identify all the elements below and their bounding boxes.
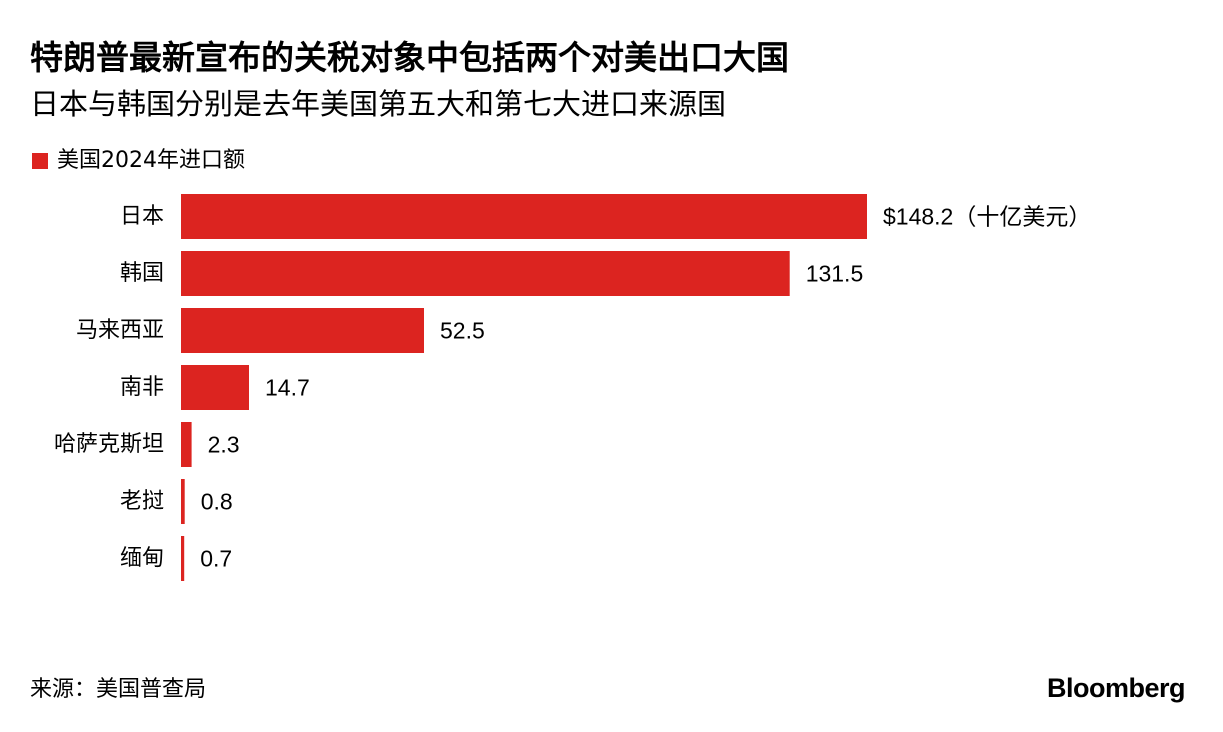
category-label: 马来西亚	[76, 318, 164, 343]
legend-label: 美国2024年进口额	[57, 148, 245, 173]
category-label: 韩国	[120, 261, 164, 286]
bar-5	[181, 479, 185, 524]
bar-4	[181, 422, 192, 467]
value-label: 0.7	[200, 546, 232, 572]
value-label: 131.5	[806, 261, 864, 287]
bar-1	[181, 251, 790, 296]
category-label: 日本	[120, 204, 164, 229]
value-label: 0.8	[201, 489, 233, 515]
bar-0	[181, 194, 867, 239]
bar-2	[181, 308, 424, 353]
category-label: 南非	[120, 375, 164, 400]
chart-subtitle: 日本与韩国分别是去年美国第五大和第七大进口来源国	[30, 87, 727, 121]
category-label: 哈萨克斯坦	[54, 432, 164, 457]
bloomberg-logo: Bloomberg	[1046, 673, 1186, 703]
value-label: $148.2（十亿美元）	[883, 204, 1091, 230]
source-note: 来源：美国普查局	[30, 677, 207, 702]
value-label: 52.5	[440, 318, 485, 344]
legend: 美国2024年进口额	[32, 146, 245, 176]
legend-swatch	[32, 153, 48, 169]
value-label: 2.3	[208, 432, 240, 458]
value-label: 14.7	[265, 375, 310, 401]
chart-title: 特朗普最新宣布的关税对象中包括两个对美出口大国	[30, 38, 789, 77]
category-label: 缅甸	[120, 546, 164, 571]
bar-3	[181, 365, 249, 410]
bar-6	[181, 536, 185, 581]
category-label: 老挝	[120, 489, 164, 514]
bar-chart: 日本 $148.2（十亿美元） 韩国 131.5 马来西亚 52.5 南非 14.7 哈萨克斯坦…	[54, 194, 1091, 581]
